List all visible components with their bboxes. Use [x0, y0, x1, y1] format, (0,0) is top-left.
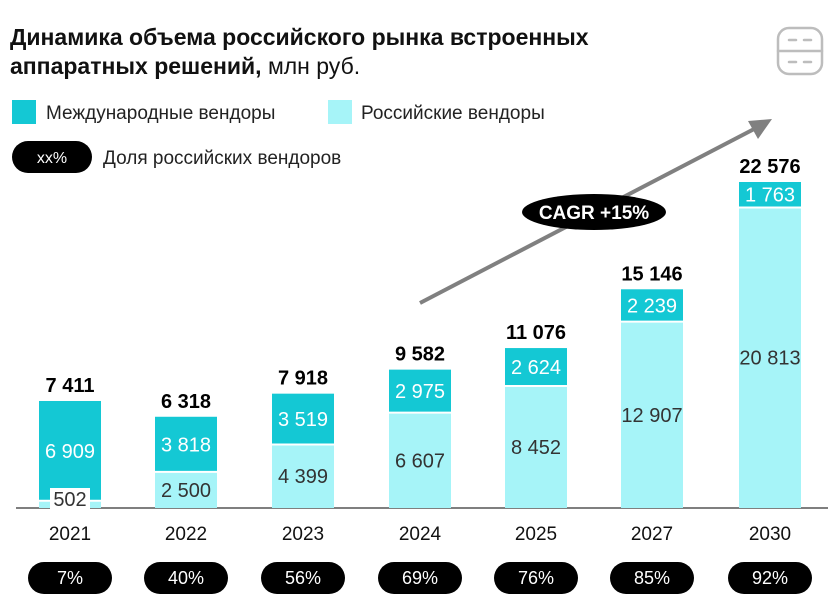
bar-russian-2030 [739, 207, 801, 508]
label-russian-bg-2021 [50, 488, 90, 512]
x-tick-2023: 2023 [282, 524, 324, 545]
label-total-2022: 6 318 [161, 391, 211, 413]
bars-group [39, 182, 801, 508]
bar-international-2027 [621, 289, 683, 322]
legend-swatch-international [12, 100, 36, 124]
label-international-2027: 2 239 [627, 295, 677, 317]
cagr-arrow-head [748, 119, 772, 139]
label-total-2023: 7 918 [278, 368, 328, 390]
share-pill-2023 [261, 562, 345, 594]
server-icon [776, 26, 824, 76]
share-label-2023: 56% [285, 568, 321, 588]
x-tick-2021: 2021 [49, 524, 91, 545]
bar-international-2024 [389, 369, 451, 413]
share-label-2025: 76% [518, 568, 554, 588]
label-russian-2023: 4 399 [278, 466, 328, 488]
label-total-2027: 15 146 [621, 263, 682, 285]
bar-russian-2025 [505, 385, 567, 508]
share-label-2022: 40% [168, 568, 204, 588]
share-pill-2022 [144, 562, 228, 594]
bar-international-2022 [155, 416, 217, 472]
label-international-2024: 2 975 [395, 381, 445, 403]
label-international-2025: 2 624 [511, 357, 561, 379]
label-total-2025: 11 076 [506, 322, 566, 344]
bar-russian-2022 [155, 471, 217, 508]
label-international-2023: 3 519 [278, 409, 328, 431]
label-international-2022: 3 818 [161, 434, 211, 456]
cagr-trend: CAGR +15% [419, 119, 772, 305]
legend-share-label: Доля российских вендоров [103, 148, 341, 169]
legend: Международные вендоры Российские вендоры… [12, 100, 545, 173]
bar-russian-2027 [621, 321, 683, 508]
label-russian-2025: 8 452 [511, 437, 561, 459]
x-tick-2024: 2024 [399, 524, 442, 545]
share-pill-2024 [378, 562, 462, 594]
x-tick-2025: 2025 [515, 524, 557, 545]
share-label-2024: 69% [402, 568, 438, 588]
cagr-badge [522, 194, 666, 230]
share-label-2021: 7% [57, 568, 83, 588]
bar-international-2030 [739, 182, 801, 208]
chart-title-line2-bold: аппаратных решений, [10, 53, 262, 79]
label-international-2021: 6 909 [45, 441, 95, 463]
label-total-2030: 22 576 [739, 156, 800, 178]
labels-group: 502 6 909 7 411 2021 7% 2 500 3 818 6 318 2022 40… [28, 156, 812, 594]
x-tick-2027: 2027 [631, 524, 673, 545]
bar-international-2023 [272, 393, 334, 445]
label-russian-2030: 20 813 [739, 348, 800, 370]
cagr-label: CAGR +15% [539, 203, 649, 224]
label-total-2021: 7 411 [46, 375, 95, 397]
chart-title-unit: млн руб. [262, 53, 361, 79]
share-pill-2030 [728, 562, 812, 594]
bar-international-2025 [505, 348, 567, 386]
label-russian-2024: 6 607 [395, 450, 445, 472]
chart-title-line2: аппаратных решений, млн руб. [10, 53, 360, 79]
label-russian-2027: 12 907 [621, 405, 682, 427]
share-pill-2025 [494, 562, 578, 594]
bar-russian-2024 [389, 412, 451, 508]
bar-russian-2023 [272, 444, 334, 508]
x-tick-2030: 2030 [749, 524, 791, 545]
legend-label-russian: Российские вендоры [361, 103, 545, 124]
x-tick-2022: 2022 [165, 524, 207, 545]
legend-swatch-russian [328, 100, 352, 124]
label-russian-2022: 2 500 [161, 480, 211, 502]
bar-international-2021 [39, 400, 101, 501]
share-pill-2027 [610, 562, 694, 594]
share-label-2030: 92% [752, 568, 788, 588]
label-total-2024: 9 582 [395, 344, 445, 366]
share-pill-2021 [28, 562, 112, 594]
legend-share-pill [12, 141, 92, 173]
share-label-2027: 85% [634, 568, 670, 588]
label-international-2030: 1 763 [745, 185, 795, 207]
legend-label-international: Международные вендоры [46, 103, 275, 124]
chart-title-line1: Динамика объема российского рынка встрое… [10, 24, 589, 50]
legend-share-pill-text: xx% [37, 150, 67, 167]
label-russian-2021: 502 [53, 489, 86, 511]
